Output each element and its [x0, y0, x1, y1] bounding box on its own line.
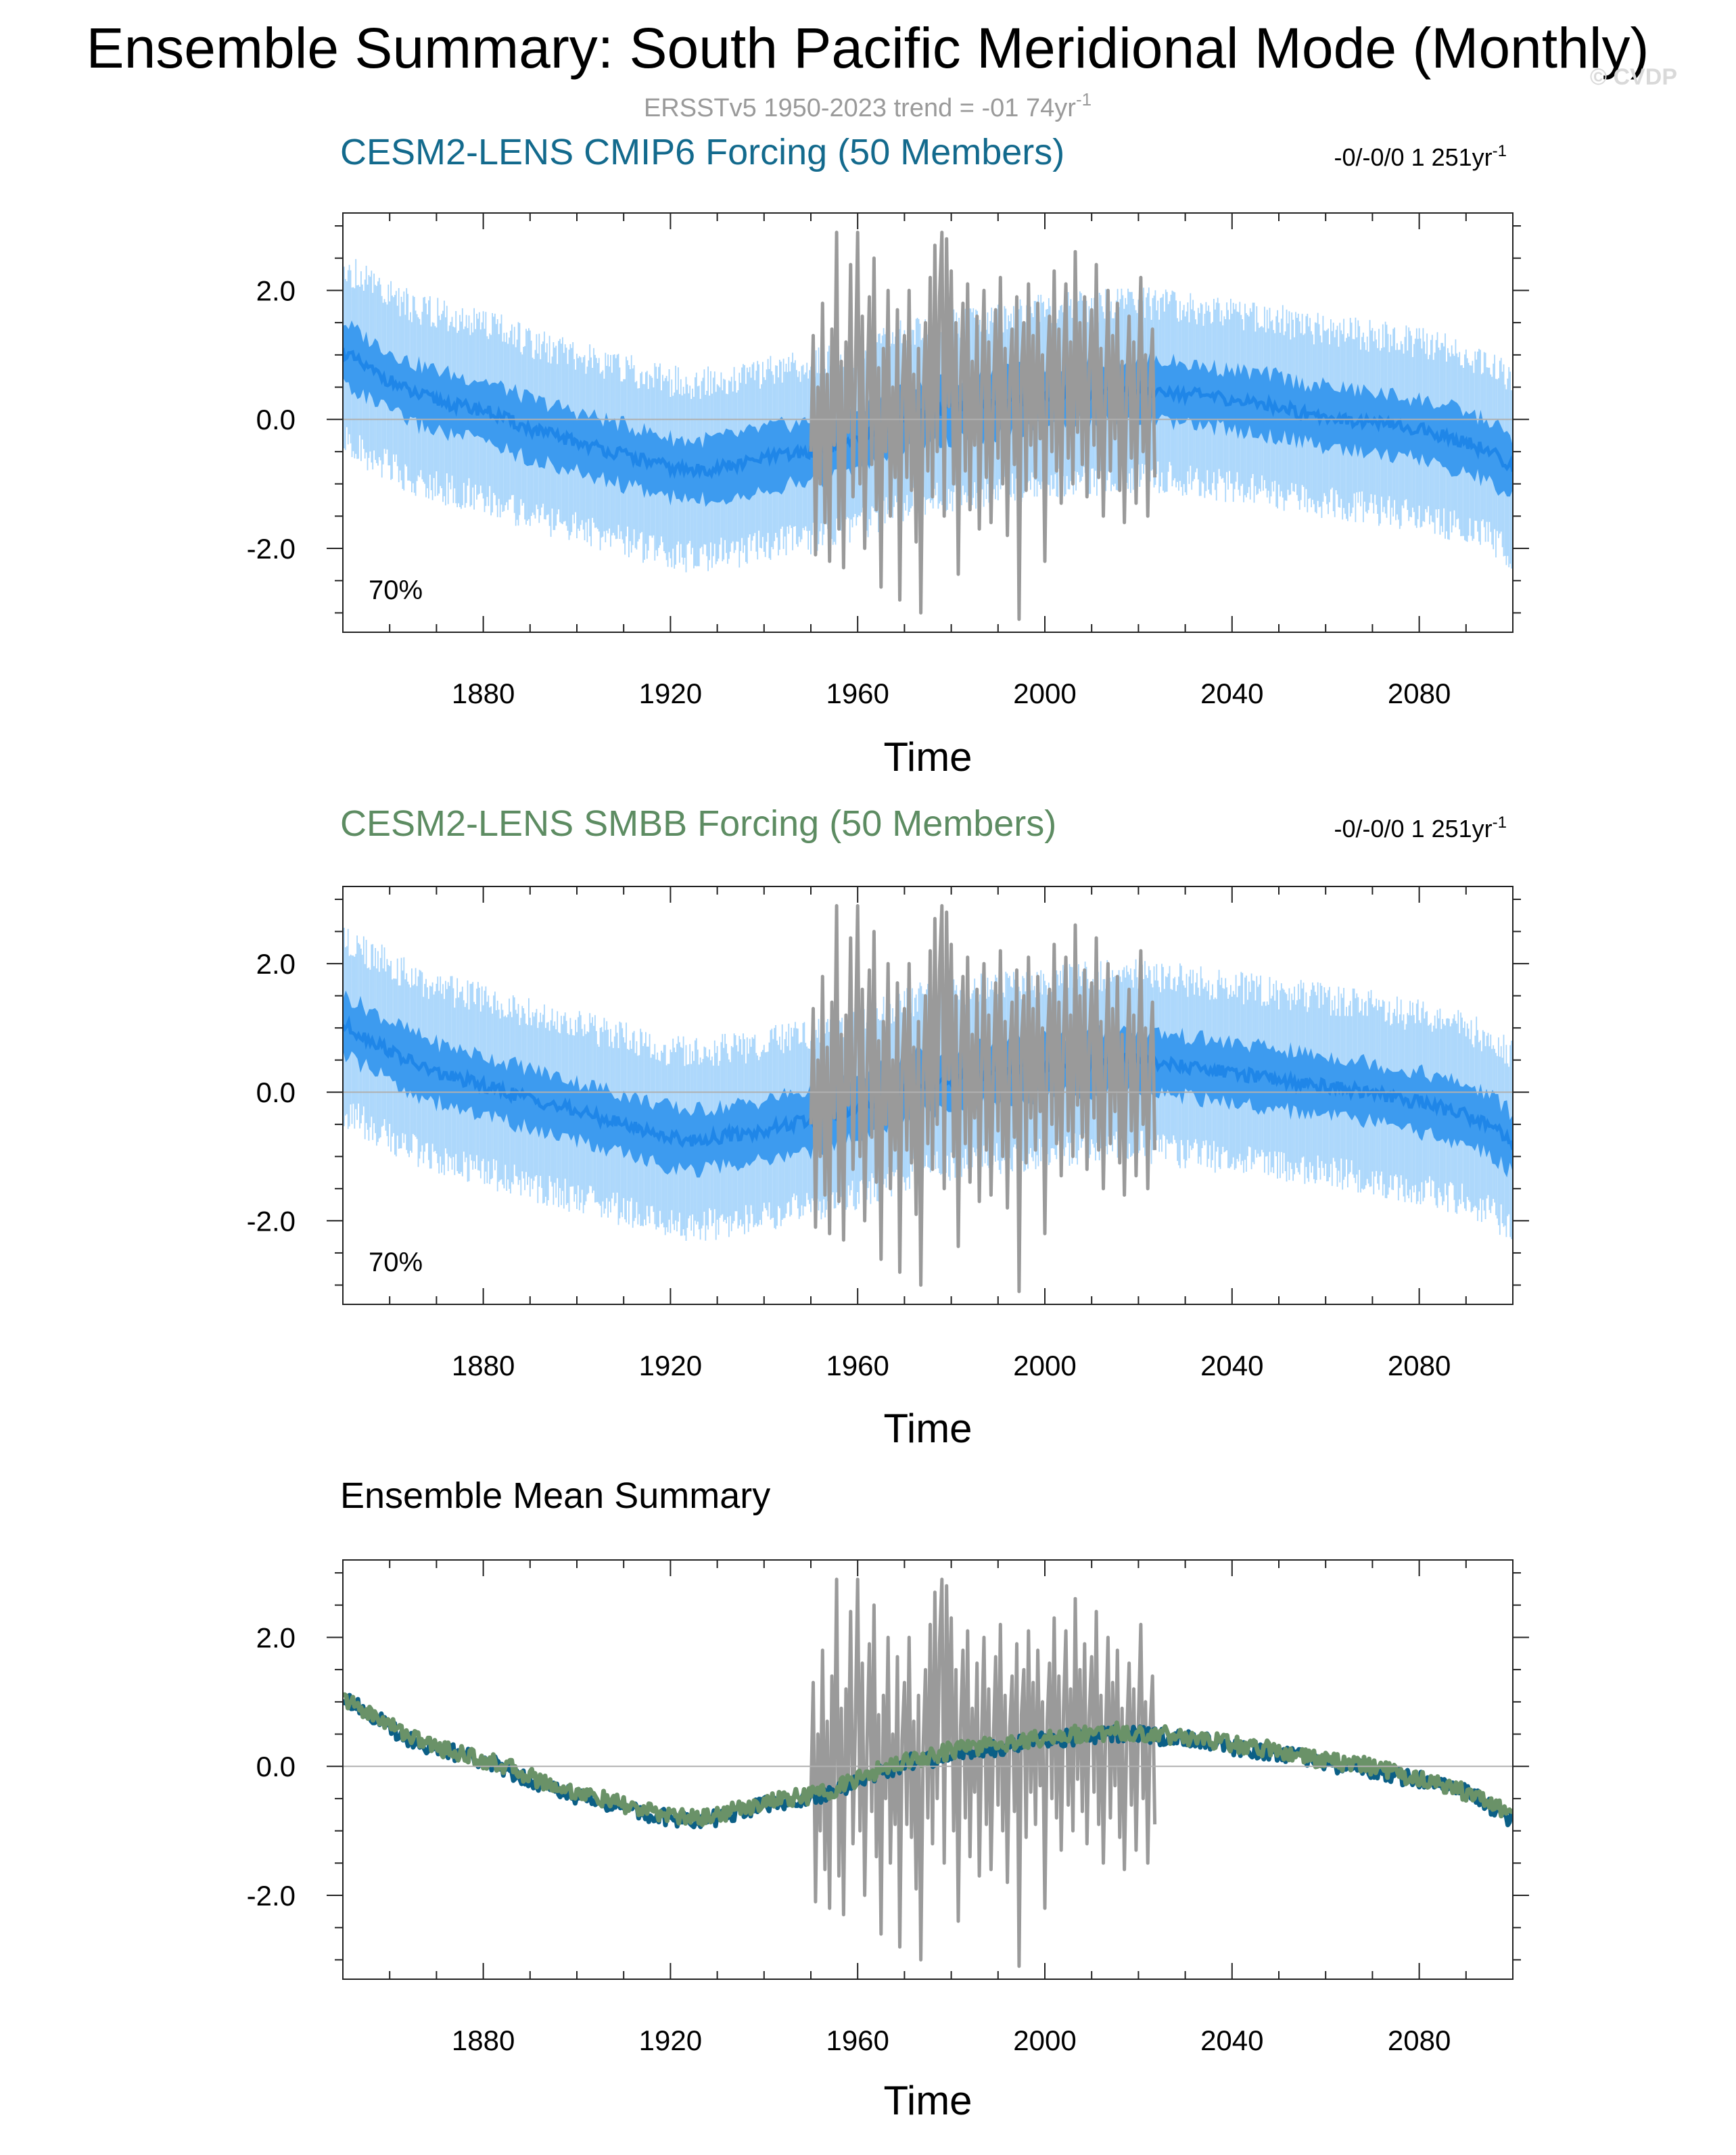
y-tick-label: -2.0	[247, 1880, 296, 1912]
panel-smbb-trend-text: -0/-0/0 1 251yr	[1334, 815, 1493, 843]
plot-content-mean	[343, 1578, 1513, 1968]
panel-smbb-trend: -0/-0/0 1 251yr-1	[1334, 813, 1507, 843]
panel-cmip6-title: CESM2-LENS CMIP6 Forcing (50 Members)	[340, 132, 1064, 172]
plot-frame	[342, 886, 1514, 1305]
panel-cmip6-percent: 70%	[369, 575, 423, 605]
y-tick-label: 0.0	[256, 1751, 296, 1782]
observations-line	[809, 1578, 1157, 1968]
plot-area-smbb: 1880 1920 1960 2000 2040 2080 -2.0 0.0 2.0	[247, 886, 1529, 1381]
x-tick-label: 1960	[826, 2024, 889, 2056]
y-tick-label: 0.0	[256, 404, 296, 435]
plot-frame	[342, 1559, 1514, 1980]
y-tick-label: -2.0	[247, 1205, 296, 1237]
x-tick-label: 1920	[639, 1350, 702, 1381]
plot-area-mean: 1880 1920 1960 2000 2040 2080 -2.0 0.0 2.0	[247, 1559, 1529, 2056]
x-tick-label: 2080	[1388, 1350, 1451, 1381]
panel-smbb-percent: 70%	[369, 1248, 423, 1277]
panel-smbb-xlabel: Time	[883, 1406, 972, 1451]
y-tick-label: -2.0	[247, 533, 296, 565]
panel-mean: Ensemble Mean Summary 1880 1920 1960 2000 20…	[247, 1475, 1529, 2123]
plot-frame	[342, 212, 1514, 633]
figure-subtitle-sup: -1	[1076, 89, 1092, 110]
cvdp-watermark: © CVDP	[1590, 64, 1677, 90]
smbb-mean-line	[343, 1692, 1513, 1828]
panel-smbb-trend-sup: -1	[1493, 813, 1507, 832]
panel-cmip6-trend-text: -0/-0/0 1 251yr	[1334, 143, 1493, 171]
plot-content-smbb	[343, 904, 1513, 1294]
observations-line	[809, 231, 1157, 621]
panel-cmip6-trend-sup: -1	[1493, 142, 1507, 160]
y-tick-label: 0.0	[256, 1076, 296, 1108]
x-tick-label: 2000	[1013, 2024, 1076, 2056]
y-tick-label: 2.0	[256, 948, 296, 980]
y-tick-label: 2.0	[256, 275, 296, 306]
x-tick-label: 2040	[1200, 1350, 1263, 1381]
x-tick-label: 2040	[1200, 678, 1263, 709]
x-tick-label: 1880	[452, 678, 515, 709]
panel-smbb: CESM2-LENS SMBB Forcing (50 Members) -0/…	[247, 803, 1529, 1451]
figure-subtitle: ERSSTv5 1950-2023 trend = -01 74yr-1	[644, 89, 1092, 122]
figure-subtitle-text: ERSSTv5 1950-2023 trend = -01 74yr	[644, 94, 1076, 122]
panel-mean-xlabel: Time	[883, 2078, 972, 2123]
plot-content-cmip6	[343, 231, 1513, 621]
x-tick-label: 2000	[1013, 1350, 1076, 1381]
plot-area-cmip6: 1880 1920 1960 2000 2040 2080 -2.0 0.0 2.0	[247, 212, 1529, 709]
figure-title: Ensemble Summary: South Pacific Meridion…	[87, 16, 1649, 80]
y-tick-label: 2.0	[256, 1621, 296, 1653]
x-tick-label: 2000	[1013, 678, 1076, 709]
panel-cmip6-trend: -0/-0/0 1 251yr-1	[1334, 142, 1507, 171]
x-tick-label: 2080	[1388, 2024, 1451, 2056]
panel-smbb-title: CESM2-LENS SMBB Forcing (50 Members)	[340, 803, 1056, 844]
x-tick-label: 2080	[1388, 678, 1451, 709]
x-tick-label: 1960	[826, 678, 889, 709]
panel-cmip6-xlabel: Time	[883, 734, 972, 780]
x-tick-label: 1880	[452, 2024, 515, 2056]
x-tick-label: 1960	[826, 1350, 889, 1381]
x-tick-label: 2040	[1200, 2024, 1263, 2056]
x-tick-label: 1920	[639, 678, 702, 709]
panel-mean-title: Ensemble Mean Summary	[340, 1475, 770, 1516]
panel-cmip6: CESM2-LENS CMIP6 Forcing (50 Members) -0…	[247, 132, 1529, 780]
observations-line	[809, 904, 1157, 1294]
x-tick-label: 1880	[452, 1350, 515, 1381]
x-tick-label: 1920	[639, 2024, 702, 2056]
